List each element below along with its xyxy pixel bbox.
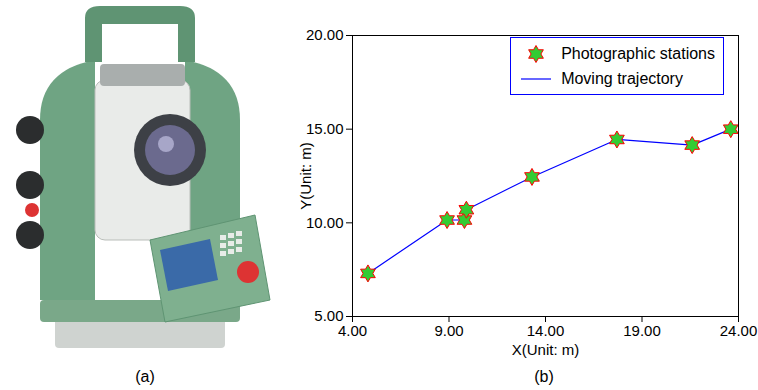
svg-text:19.00: 19.00 [623, 322, 661, 339]
svg-text:24.00: 24.00 [720, 322, 758, 339]
html-text:Moving trajectory: Moving trajectory [561, 69, 683, 87]
svg-text:20.00: 20.00 [306, 26, 344, 43]
html-text:(b): (b) [534, 368, 554, 385]
html-text:Photographic stations: Photographic stations [561, 44, 715, 62]
svg-text:4.00: 4.00 [338, 322, 367, 339]
svg-text:X(Unit: m): X(Unit: m) [512, 341, 580, 358]
svg-text:14.00: 14.00 [527, 322, 565, 339]
svg-text:9.00: 9.00 [434, 322, 463, 339]
svg-text:10.00: 10.00 [306, 214, 344, 231]
html-text:(a): (a) [135, 368, 155, 385]
svg-text:Y(Unit: m): Y(Unit: m) [297, 142, 314, 210]
svg-text:15.00: 15.00 [306, 120, 344, 137]
svg-text:5.00: 5.00 [314, 307, 344, 325]
